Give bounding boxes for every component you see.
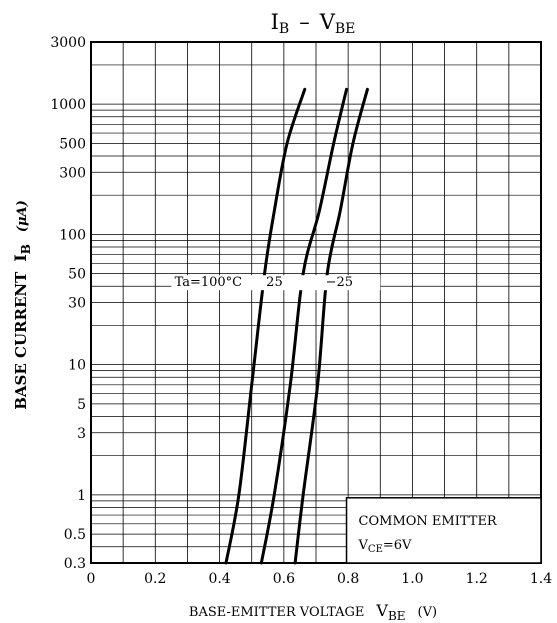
y-tick-label: 100 (59, 227, 86, 243)
x-tick-label: 1.4 (530, 571, 552, 587)
y-tick-label: 3 (77, 426, 86, 442)
y-tick-label: 30 (68, 296, 86, 312)
x-tick-labels: 0 0.2 0.4 0.6 0.8 1.0 1.2 1.4 (87, 571, 553, 587)
chart-title: IB – VBE (271, 10, 356, 37)
y-tick-label: 10 (68, 358, 86, 374)
x-tick-label: 0 (87, 571, 96, 587)
y-tick-label: 300 (59, 165, 86, 181)
y-axis-label: BASE CURRENTIB(μA) (11, 200, 33, 410)
y-tick-label: 50 (68, 267, 86, 283)
x-tick-label: 0.6 (273, 571, 295, 587)
y-tick-labels: 0.3 0.5 1 3 5 10 30 50 100 300 500 1000 3000 (50, 35, 86, 572)
y-tick-label: 0.3 (64, 556, 86, 572)
x-tick-label: 0.2 (144, 571, 166, 587)
curve-label-100c: Ta=100°C (175, 275, 243, 290)
y-tick-label: 500 (59, 136, 86, 152)
curve-labels: Ta=100°C 25 −25 (171, 275, 381, 291)
x-tick-label: 0.8 (337, 571, 359, 587)
grid-lines (91, 42, 541, 563)
curve-series-0 (224, 87, 307, 565)
plot-frame (90, 41, 542, 564)
curve-label-25: 25 (266, 275, 283, 290)
y-tick-label: 3000 (50, 35, 86, 51)
y-tick-label: 1000 (50, 97, 86, 113)
y-tick-label: 5 (77, 397, 86, 413)
x-tick-label: 0.4 (208, 571, 230, 587)
annotation-line2: VCE=6V (358, 538, 413, 555)
y-tick-label: 1 (77, 488, 86, 504)
curve-label-minus25: −25 (326, 275, 353, 290)
y-tick-label: 0.5 (64, 527, 86, 543)
curve-series-2 (293, 87, 369, 565)
x-axis-label: BASE-EMITTER VOLTAGE VBE (V) (189, 601, 437, 623)
conditions-box: COMMON EMITTER VCE=6V (345, 497, 542, 564)
annotation-line1: COMMON EMITTER (359, 514, 498, 529)
x-tick-label: 1.0 (401, 571, 423, 587)
curves (224, 87, 369, 565)
x-tick-label: 1.2 (466, 571, 488, 587)
